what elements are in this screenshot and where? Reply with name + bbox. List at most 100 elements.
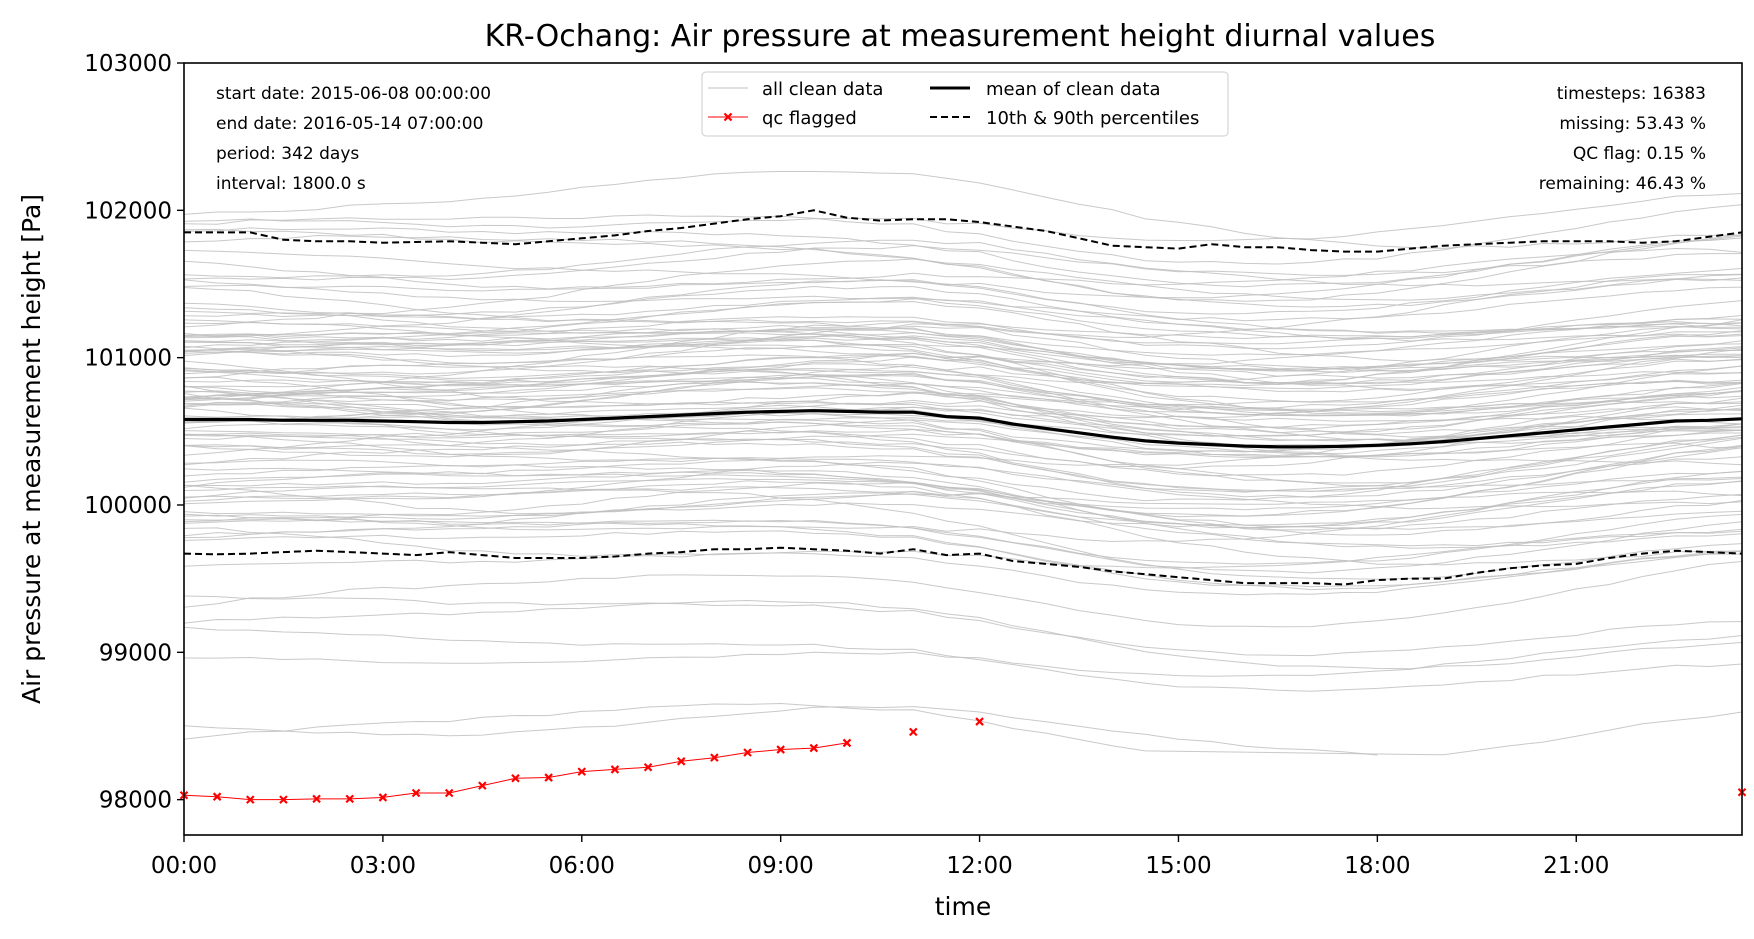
x-tick-label: 12:00 <box>946 853 1012 879</box>
clean-day-line <box>183 322 1743 375</box>
qc-point <box>378 793 388 802</box>
qc-point <box>444 788 454 798</box>
stat-right: remaining: 46.43 % <box>1539 174 1706 194</box>
x-axis-label: time <box>935 892 991 921</box>
qc-point <box>478 781 487 790</box>
clean-day-line <box>183 258 1743 328</box>
clean-day-line <box>183 518 1742 591</box>
clean-day-line <box>183 204 1743 265</box>
clean-day-line <box>183 476 1743 543</box>
clean-day-line <box>183 434 1743 492</box>
clean-day-line <box>183 364 1743 418</box>
x-tick-label: 03:00 <box>350 853 416 879</box>
clean-day-line <box>183 635 1743 677</box>
legend-marker-qc <box>723 112 733 122</box>
y-tick-label: 98000 <box>99 788 172 814</box>
clean-day-line <box>183 328 1743 379</box>
y-tick-label: 100000 <box>84 493 172 519</box>
y-axis: 98000 99000 100000 101000 102000 103000 <box>84 51 184 814</box>
legend-label-mean: mean of clean data <box>986 79 1161 100</box>
qc-point <box>511 774 520 783</box>
qc-point <box>842 738 852 748</box>
clean-day-line <box>183 239 1743 287</box>
clean-day-line <box>183 321 1743 400</box>
clean-day-line <box>183 467 1743 531</box>
y-tick-label: 101000 <box>84 346 172 372</box>
legend-label-qc: qc flagged <box>762 108 857 129</box>
stats-left: start date: 2015-06-08 00:00:00 end date:… <box>216 84 491 194</box>
clean-day-line <box>183 595 1743 657</box>
qc-point <box>809 743 819 753</box>
qc-point <box>544 773 553 782</box>
legend-label-all-clean: all clean data <box>762 79 883 100</box>
qc-point <box>411 788 421 798</box>
clean-day-line <box>183 702 1743 756</box>
clean-day-line <box>183 492 1743 547</box>
percentile-line <box>184 209 1743 253</box>
qc-point <box>279 795 288 804</box>
x-tick-label: 09:00 <box>748 853 814 879</box>
mean-line <box>184 409 1743 449</box>
y-tick-label: 102000 <box>84 198 172 224</box>
clean-day-line <box>183 480 1743 566</box>
clean-day-line <box>183 370 1743 457</box>
clean-day-line <box>183 318 1743 383</box>
clean-day-line <box>183 434 1743 493</box>
x-axis: 00:00 03:00 06:00 09:00 12:00 15:00 18:00 21:00 <box>151 835 1609 879</box>
clean-day-line <box>183 419 1743 466</box>
clean-day-line <box>183 427 1743 457</box>
stat-right: missing: 53.43 % <box>1559 114 1706 134</box>
plot-area <box>183 62 1743 836</box>
clean-day-line <box>183 286 1743 338</box>
stat-left: period: 342 days <box>216 144 359 164</box>
clean-day-line <box>183 249 1743 315</box>
clean-day-line <box>183 519 1743 574</box>
qc-point <box>676 757 686 766</box>
clean-day-line <box>183 407 1743 458</box>
clean-day-line <box>183 171 1743 249</box>
qc-point <box>610 765 620 774</box>
clean-day-line <box>183 530 1743 588</box>
clean-day-line <box>183 459 1743 529</box>
clean-day-line <box>183 245 1742 281</box>
clean-day-line <box>183 401 1743 466</box>
stat-left: start date: 2015-06-08 00:00:00 <box>216 84 491 104</box>
clean-day-line <box>183 234 1743 302</box>
x-tick-label: 00:00 <box>151 853 217 879</box>
legend: all clean data qc flagged mean of clean … <box>701 71 1229 137</box>
clean-data-lines <box>183 171 1743 756</box>
clean-day-line <box>183 228 1743 308</box>
clean-day-line <box>183 343 1743 371</box>
clean-day-line <box>183 561 1743 628</box>
legend-label-pct: 10th & 90th percentiles <box>986 108 1199 129</box>
stat-right: timesteps: 16383 <box>1557 84 1706 104</box>
qc-point <box>212 792 222 801</box>
qc-point <box>975 717 984 726</box>
clean-day-line <box>183 348 1743 416</box>
stat-left: end date: 2016-05-14 07:00:00 <box>216 114 483 134</box>
y-tick-label: 99000 <box>99 640 172 666</box>
clean-day-line <box>183 599 1743 670</box>
y-axis-label: Air pressure at measurement height [Pa] <box>17 194 46 704</box>
qc-point <box>312 794 321 804</box>
stats-right: timesteps: 16383 missing: 53.43 % QC flag:… <box>1539 84 1706 194</box>
qc-point <box>246 795 255 804</box>
percentile-line <box>183 546 1743 586</box>
clean-day-line <box>183 385 1743 437</box>
qc-point <box>643 762 653 772</box>
clean-day-line <box>183 354 1743 417</box>
clean-day-line <box>183 550 1743 596</box>
clean-day-line <box>183 380 1743 442</box>
clean-day-line <box>183 343 1743 403</box>
clean-day-line <box>183 296 1743 333</box>
qc-point <box>743 748 752 757</box>
qc-point <box>776 745 785 754</box>
clean-day-line <box>183 429 1743 477</box>
stat-right: QC flag: 0.15 % <box>1573 144 1706 164</box>
clean-day-line <box>183 706 1378 756</box>
chart-title: KR-Ochang: Air pressure at measurement h… <box>485 19 1436 54</box>
clean-day-line <box>183 513 1743 565</box>
clean-day-line <box>183 438 1743 498</box>
legend-box <box>701 71 1229 137</box>
